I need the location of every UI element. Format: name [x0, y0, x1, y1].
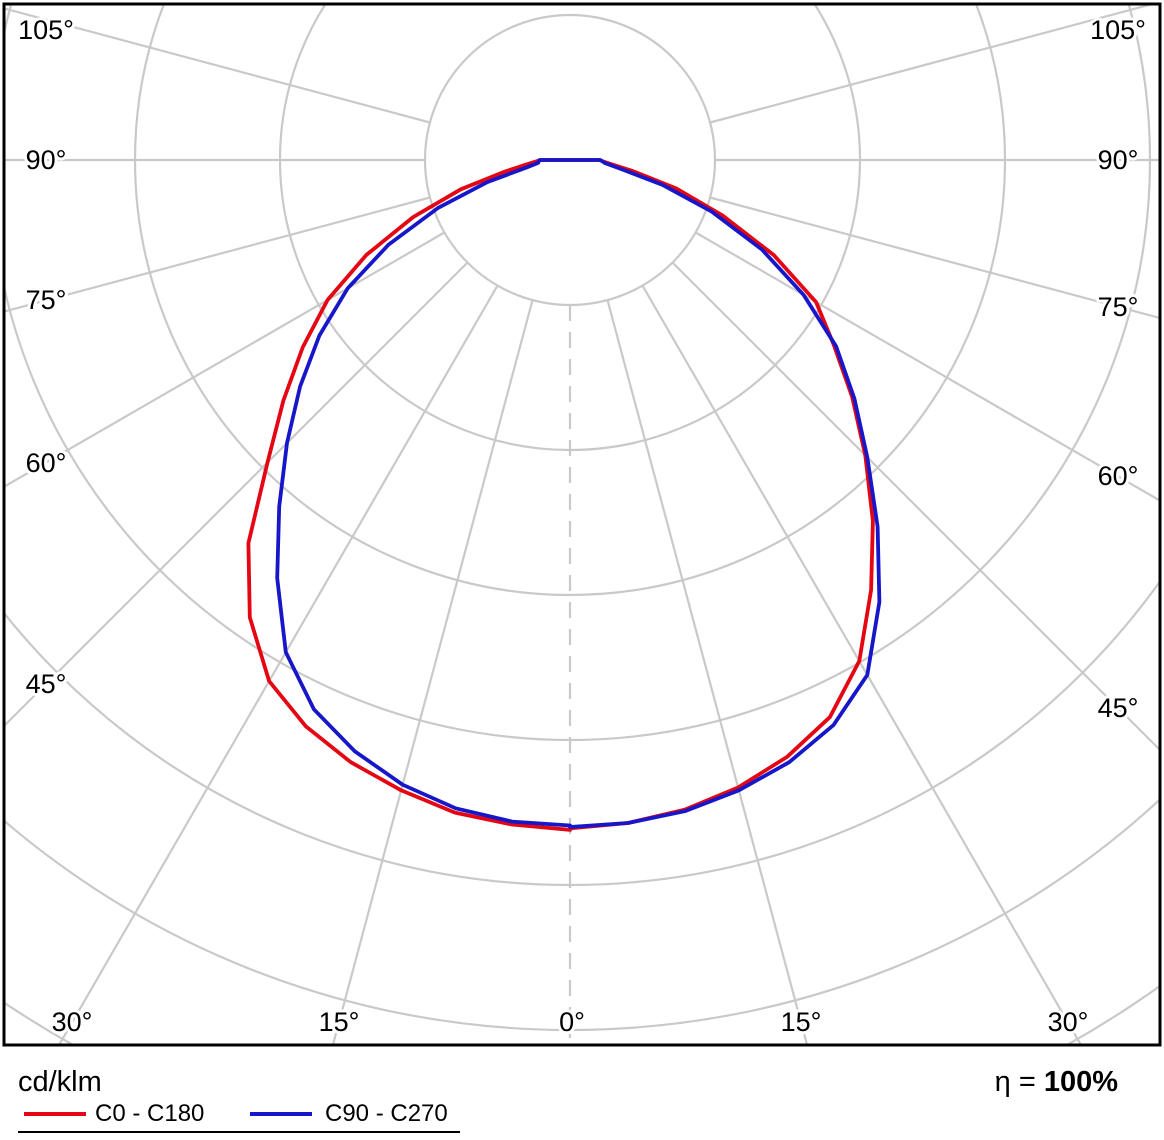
- efficiency-symbol: η =: [994, 1066, 1036, 1098]
- grid-ring: [4, 984, 1160, 1045]
- angle-tick-label: 90°: [26, 145, 67, 175]
- chart-area: [4, 4, 1160, 1045]
- angle-tick-label: 30°: [52, 1007, 93, 1037]
- legend-label-c0-c180: C0 - C180: [95, 1100, 205, 1127]
- grid-ray: [695, 231, 1160, 502]
- grid-ray: [4, 7, 431, 124]
- angle-tick-label: 105°: [18, 15, 74, 45]
- polar-intensity-chart: 0° 15° 15° 30° 30° 45° 45° 60° 60° 75° 75° 90° 90° 10…: [2, 2, 1162, 1047]
- grid-ray: [4, 261, 469, 728]
- grid-ray: [641, 285, 1083, 1045]
- curve-C0-C180: [246, 158, 875, 832]
- angle-tick-label: 45°: [1098, 693, 1139, 723]
- angle-tick-label: 0°: [559, 1007, 585, 1037]
- grid-ring: [4, 4, 1151, 741]
- grid-ray: [4, 196, 431, 313]
- angle-tick-label: 75°: [26, 285, 67, 315]
- angle-tick-label: 30°: [1048, 1007, 1089, 1037]
- angle-tick-label: 15°: [781, 1007, 822, 1037]
- legend-underline: [18, 1131, 460, 1133]
- efficiency-label: η = 100%: [995, 1066, 1118, 1099]
- angle-tick-label: 60°: [1098, 461, 1139, 491]
- legend-label-c90-c270: C90 - C270: [325, 1100, 448, 1127]
- efficiency-value: 100%: [1043, 1066, 1118, 1098]
- angle-tick-label: 60°: [26, 448, 67, 478]
- angle-tick-label: 105°: [1090, 15, 1146, 45]
- grid-ring: [278, 4, 862, 452]
- units-label: cd/klm: [18, 1066, 102, 1098]
- angle-tick-label: 15°: [319, 1007, 360, 1037]
- grid-ray: [606, 299, 809, 1045]
- legend-swatch-c90-c270: [250, 1112, 312, 1116]
- grid-ring: [4, 579, 1160, 886]
- grid-ring: [4, 797, 1160, 1031]
- grid-ray: [4, 231, 445, 489]
- legend-swatch-c0-c180: [24, 1112, 86, 1116]
- chart-frame: [2, 2, 1162, 1047]
- curve-C90-C270: [275, 158, 882, 829]
- grid-ray: [709, 4, 1157, 124]
- angle-tick-label: 75°: [1098, 292, 1139, 322]
- grid-ray: [671, 261, 1160, 752]
- grid-ray: [57, 285, 499, 1045]
- angle-tick-label: 90°: [1098, 145, 1139, 175]
- angle-tick-label: 45°: [26, 669, 67, 699]
- grid-ray: [331, 299, 534, 1045]
- grid-ray: [709, 196, 1160, 320]
